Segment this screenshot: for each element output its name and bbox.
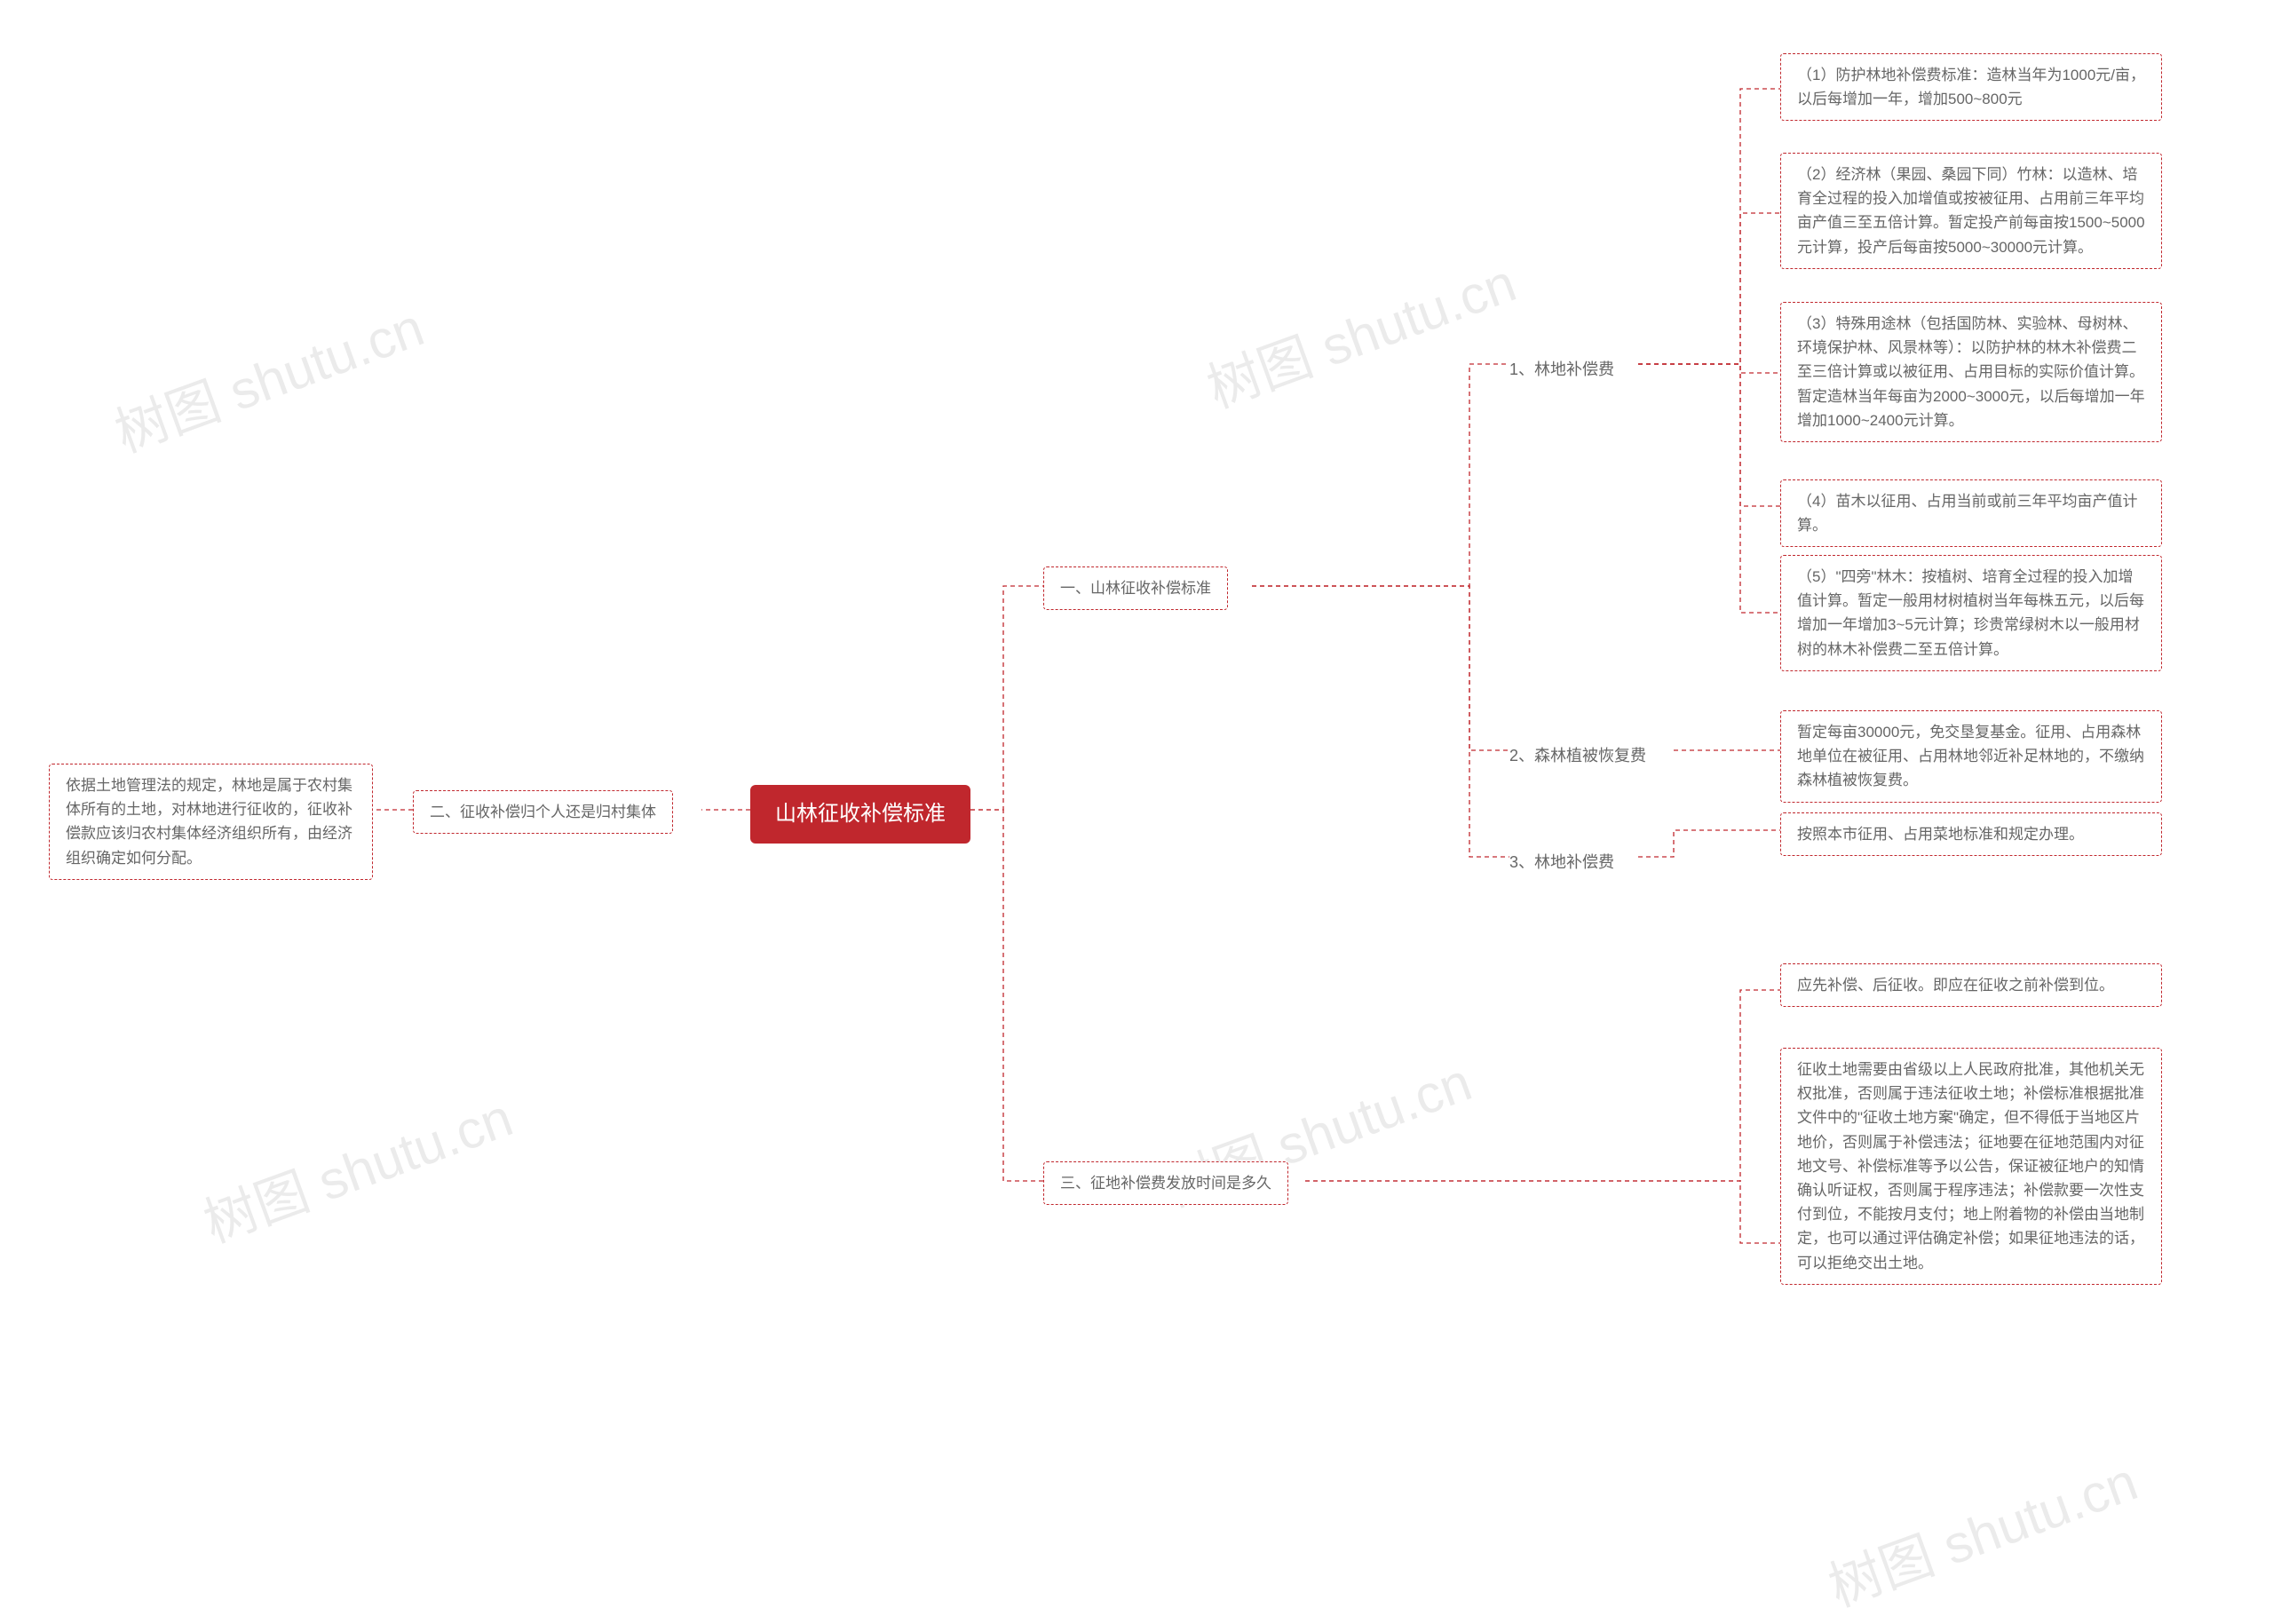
branch-1-child-2-leaf: 暂定每亩30000元，免交垦复基金。征用、占用森林地单位在被征用、占用林地邻近补… (1780, 710, 2162, 803)
branch-3-leaf-0: 应先补偿、后征收。即应在征收之前补偿到位。 (1780, 963, 2162, 1007)
watermark: 树图 shutu.cn (192, 1074, 521, 1257)
branch-1-child-3-leaf: 按照本市征用、占用菜地标准和规定办理。 (1780, 812, 2162, 856)
watermark: 树图 shutu.cn (1817, 1438, 2146, 1621)
branch-1-child-1-leaf-3: （4）苗木以征用、占用当前或前三年平均亩产值计算。 (1780, 479, 2162, 547)
branch-1-child-1-leaf-0: （1）防护林地补偿费标准：造林当年为1000元/亩，以后每增加一年，增加500~… (1780, 53, 2162, 121)
branch-1-child-1-leaf-4: （5）"四旁"林木：按植树、培育全过程的投入加增值计算。暂定一般用材树植树当年每… (1780, 555, 2162, 671)
watermark: 树图 shutu.cn (103, 284, 432, 467)
root-node: 山林征收补偿标准 (750, 785, 970, 844)
branch-2: 二、征收补偿归个人还是归村集体 (413, 790, 673, 834)
branch-1-child-1-leaf-2: （3）特殊用途林（包括国防林、实验林、母树林、环境保护林、风景林等）：以防护林的… (1780, 302, 2162, 442)
branch-2-leaf: 依据土地管理法的规定，林地是属于农村集体所有的土地，对林地进行征收的，征收补偿款… (49, 764, 373, 880)
watermark: 树图 shutu.cn (1195, 240, 1525, 423)
branch-1: 一、山林征收补偿标准 (1043, 566, 1228, 610)
branch-1-child-1: 1、林地补偿费 (1509, 352, 1614, 388)
branch-1-child-2: 2、森林植被恢复费 (1509, 738, 1646, 774)
branch-1-child-1-leaf-1: （2）经济林（果园、桑园下同）竹林：以造林、培育全过程的投入加增值或按被征用、占… (1780, 153, 2162, 269)
branch-3: 三、征地补偿费发放时间是多久 (1043, 1161, 1288, 1205)
branch-3-leaf-1: 征收土地需要由省级以上人民政府批准，其他机关无权批准，否则属于违法征收土地；补偿… (1780, 1048, 2162, 1285)
branch-1-child-3: 3、林地补偿费 (1509, 844, 1614, 881)
